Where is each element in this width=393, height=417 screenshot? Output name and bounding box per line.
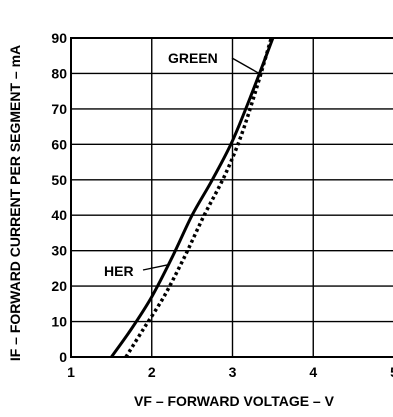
y-tick-label: 10 xyxy=(51,314,67,330)
x-tick-label: 1 xyxy=(67,364,75,380)
y-tick-label: 60 xyxy=(51,136,67,152)
x-tick-label: 4 xyxy=(309,364,317,380)
y-tick-label: 0 xyxy=(59,349,67,365)
x-axis-label-text: F – FORWARD VOLTAGE – V xyxy=(143,393,334,409)
y-tick-label: 20 xyxy=(51,278,67,294)
y-axis-label: IF – FORWARD CURRENT PER SEGMENT – mA xyxy=(7,45,23,361)
y-tick-label: 80 xyxy=(51,65,67,81)
y-tick-label: 50 xyxy=(51,172,67,188)
annotations: HER GREEN xyxy=(104,50,260,279)
y-tick-label: 30 xyxy=(51,243,67,259)
series-group xyxy=(110,37,275,358)
label-her: HER xyxy=(104,263,134,279)
x-tick-label: 5 xyxy=(390,364,393,380)
x-axis-label-prefix: V xyxy=(134,393,144,409)
grid xyxy=(71,38,393,357)
y-tick-label: 90 xyxy=(51,30,67,46)
leader-line-green xyxy=(231,57,260,75)
y-tick-label: 40 xyxy=(51,207,67,223)
x-axis-label: VF – FORWARD VOLTAGE – V xyxy=(134,393,335,409)
y-axis-label-text: F – FORWARD CURRENT PER SEGMENT – mA xyxy=(7,45,23,357)
x-tick-label: 2 xyxy=(148,364,156,380)
y-axis-label-prefix: I xyxy=(7,357,23,361)
leader-line-her xyxy=(142,264,169,271)
series-line-green xyxy=(124,37,273,358)
series-line-her xyxy=(110,37,275,358)
plot-frame xyxy=(70,37,393,358)
y-tick-label: 70 xyxy=(51,101,67,117)
x-tick-label: 3 xyxy=(229,364,237,380)
tick-labels: 123450102030405060708090 xyxy=(51,30,393,380)
label-green: GREEN xyxy=(168,50,218,66)
